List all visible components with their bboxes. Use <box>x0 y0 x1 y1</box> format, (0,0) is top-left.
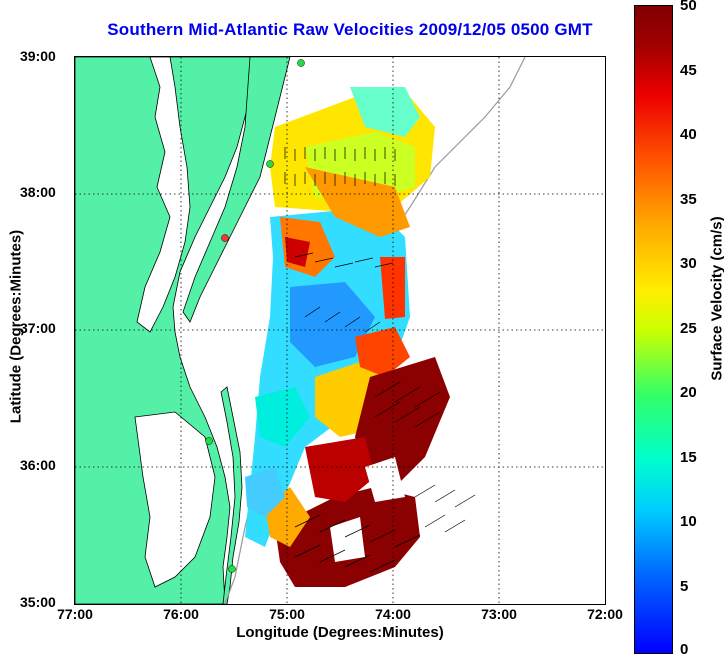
colorbar-tick: 40 <box>680 126 697 143</box>
colorbar-tick: 5 <box>680 578 689 595</box>
x-tick-label: 74:00 <box>375 606 411 622</box>
velocity-field <box>245 87 450 587</box>
y-tick-label: 38:00 <box>20 184 56 200</box>
map-plot-area[interactable] <box>74 56 606 605</box>
map-title: Southern Mid-Atlantic Raw Velocities 200… <box>107 20 593 39</box>
chesapeake-bay <box>136 57 191 333</box>
station-marker[interactable] <box>205 437 213 445</box>
colorbar-tick: 50 <box>680 0 697 14</box>
colorbar-tick: 35 <box>680 191 697 208</box>
colorbar-tick: 30 <box>680 255 697 272</box>
data-gap <box>330 517 365 562</box>
y-tick-label: 37:00 <box>20 320 56 336</box>
colorbar-title: Surface Velocity (cm/s) <box>708 216 724 381</box>
data-gap <box>365 457 405 502</box>
x-axis-title: Longitude (Degrees:Minutes) <box>236 624 444 641</box>
x-tick-label: 76:00 <box>163 606 199 622</box>
map-svg <box>75 57 605 604</box>
colorbar-tick: 15 <box>680 449 697 466</box>
grid-lines <box>75 57 605 604</box>
station-marker[interactable] <box>228 565 236 573</box>
colorbar-tick: 0 <box>680 641 689 658</box>
x-tick-label: 77:00 <box>57 606 93 622</box>
station-marker[interactable] <box>266 160 274 168</box>
outer-banks <box>220 386 243 604</box>
pamlico-sound <box>134 411 216 588</box>
colorbar-tick: 20 <box>680 384 697 401</box>
station-marker[interactable] <box>297 59 305 67</box>
colorbar-tick: 45 <box>680 62 697 79</box>
x-tick-label: 75:00 <box>269 606 305 622</box>
y-tick-label: 36:00 <box>20 457 56 473</box>
y-tick-label: 35:00 <box>20 594 56 610</box>
station-marker[interactable] <box>221 234 229 242</box>
colorbar <box>634 5 673 654</box>
x-tick-label: 72:00 <box>587 606 623 622</box>
y-tick-label: 39:00 <box>20 48 56 64</box>
colorbar-tick: 25 <box>680 320 697 337</box>
velocity-vectors <box>284 147 476 573</box>
y-axis-title: Latitude (Degrees:Minutes) <box>7 229 25 424</box>
colorbar-tick: 10 <box>680 513 697 530</box>
x-tick-label: 73:00 <box>481 606 517 622</box>
